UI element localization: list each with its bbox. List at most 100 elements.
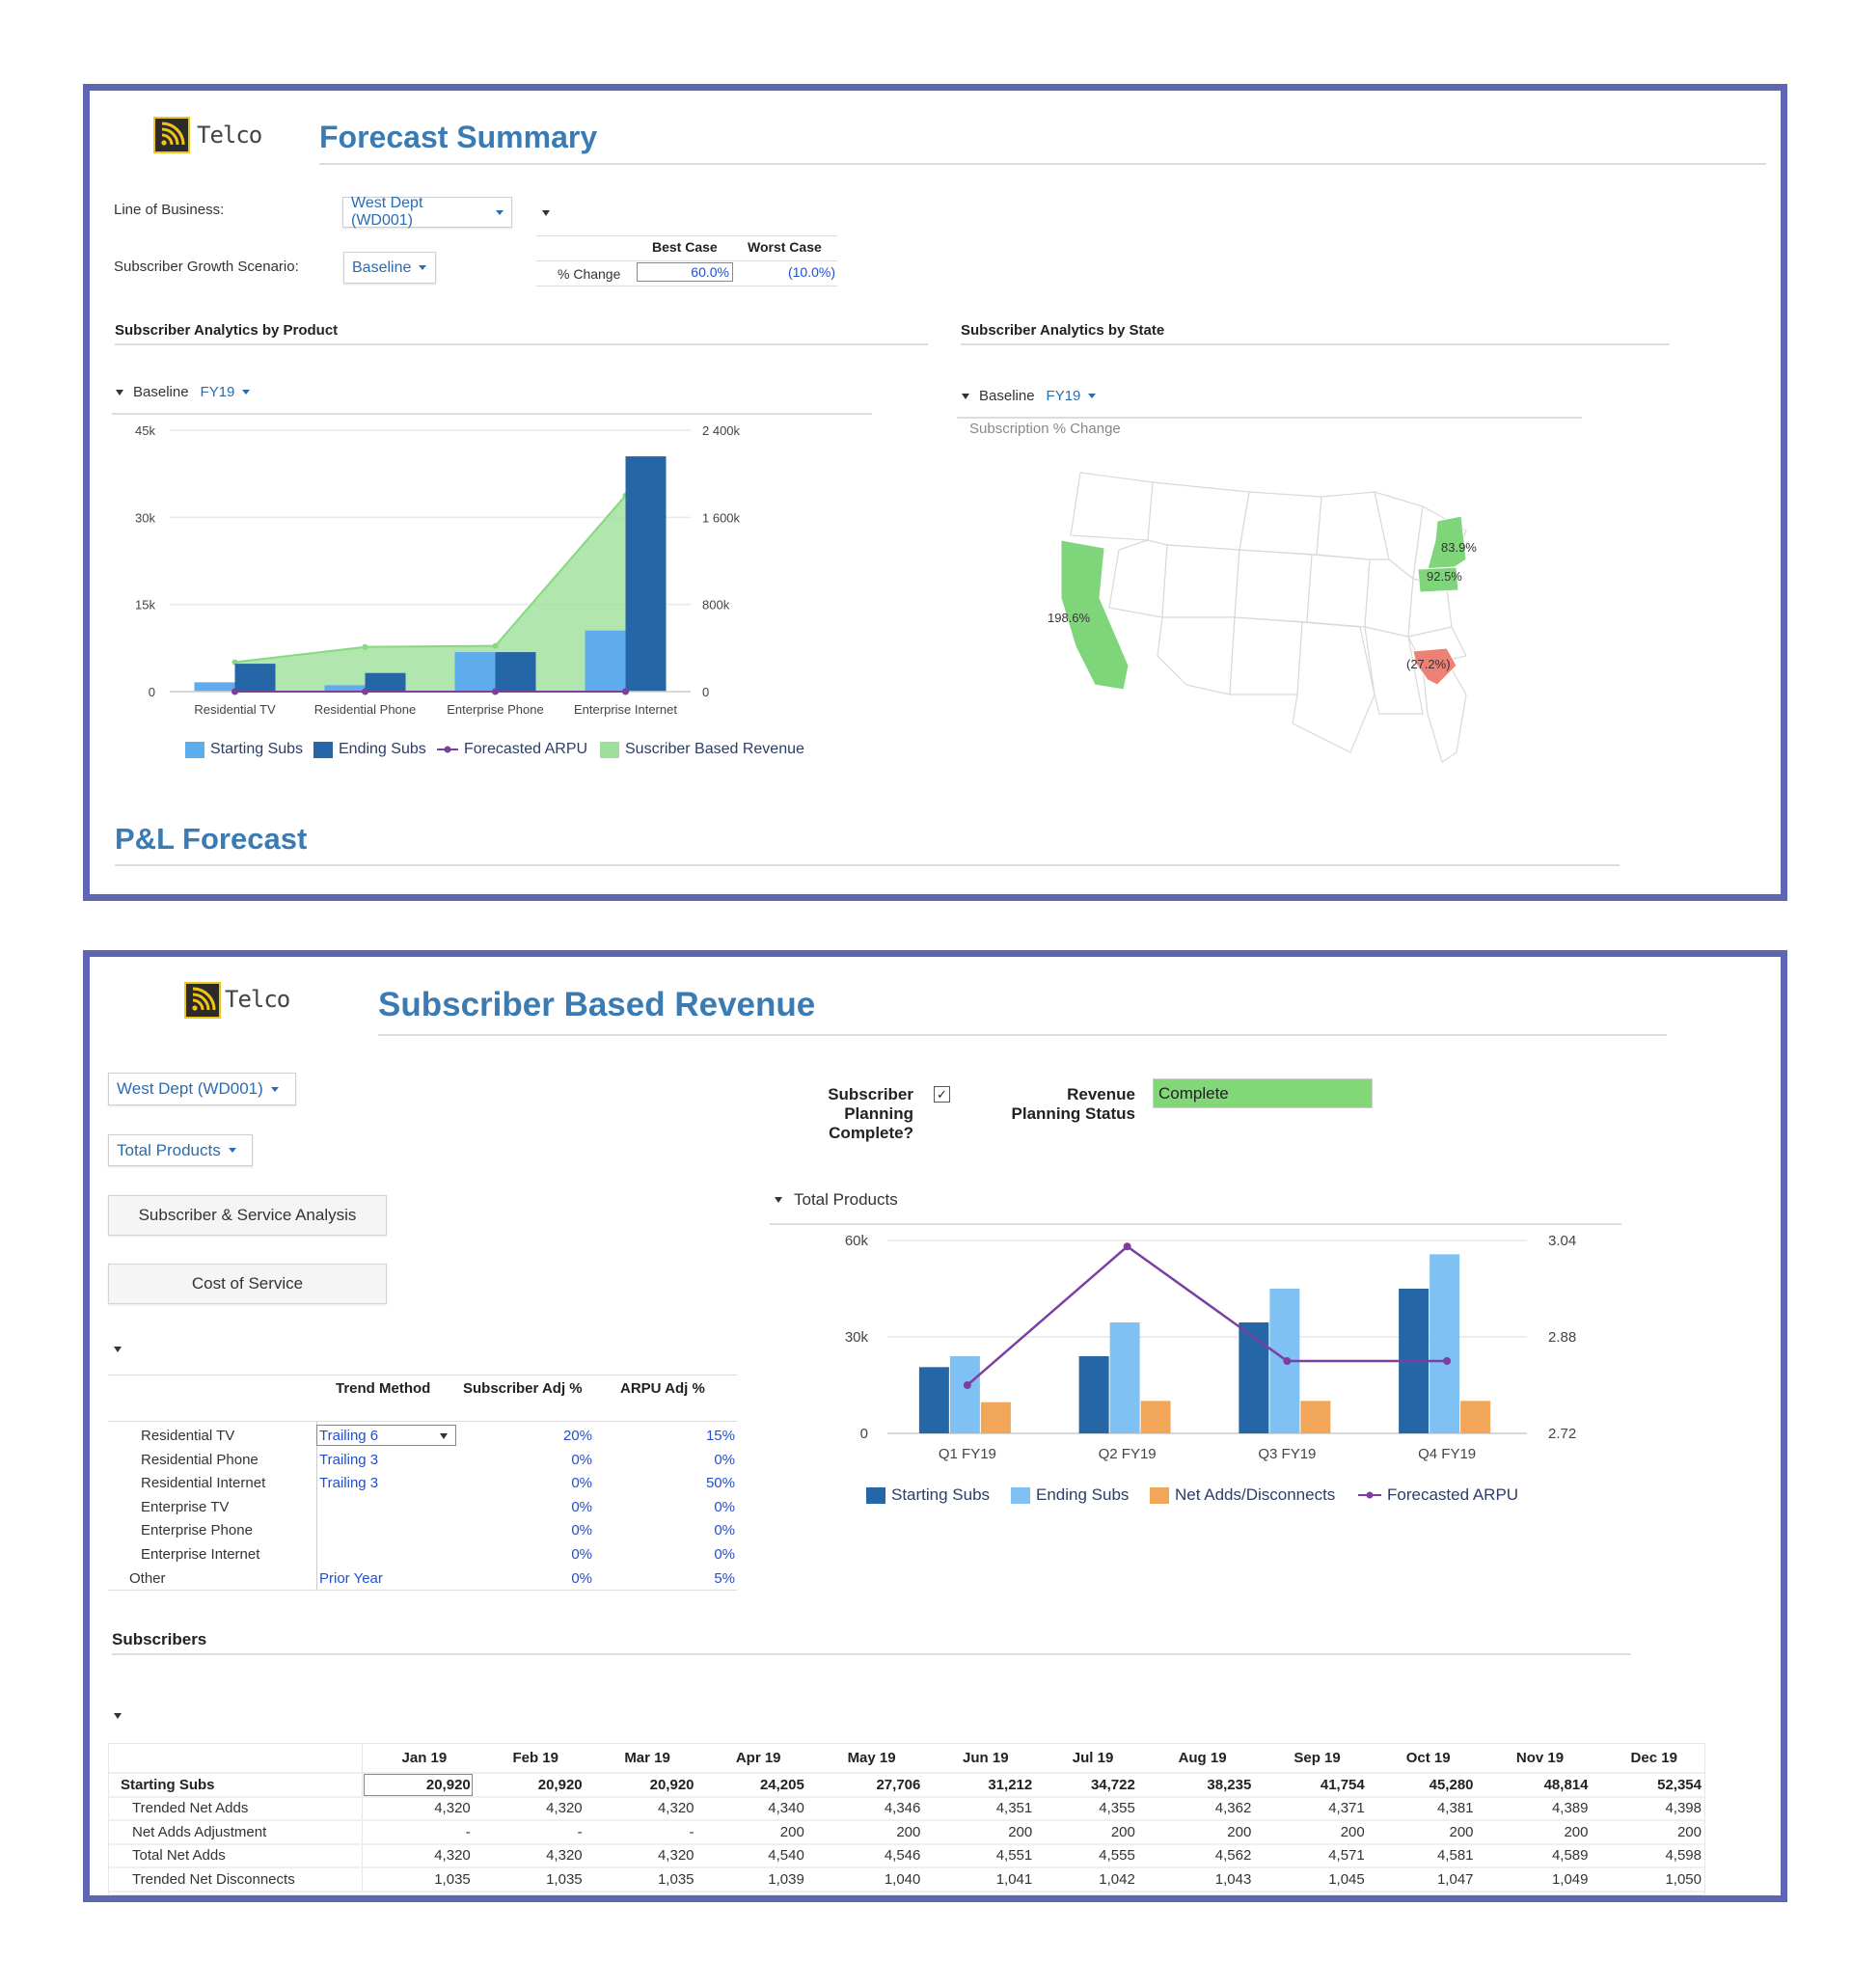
legend-item: Ending Subs	[1011, 1485, 1129, 1505]
title-divider	[378, 1034, 1667, 1036]
map-state-shape[interactable]	[1108, 539, 1168, 618]
trend-method-value[interactable]: Trailing 3	[319, 1475, 379, 1492]
arpu-adj-value[interactable]: 0%	[714, 1451, 735, 1468]
scenario-label: Baseline	[133, 384, 189, 400]
cell-value: 1,035	[585, 1867, 697, 1893]
y-right-tick-label: 2 400k	[702, 423, 741, 438]
state-pennsylvania[interactable]	[1417, 566, 1459, 593]
map-state-shape[interactable]	[1364, 626, 1424, 715]
trend-method-value[interactable]: Trailing 6	[319, 1428, 379, 1444]
trend-method-value[interactable]: Prior Year	[319, 1569, 383, 1587]
subscriber-adj-value[interactable]: 0%	[571, 1498, 592, 1515]
collapse-toggle-icon[interactable]	[116, 389, 123, 395]
collapse-toggle-icon[interactable]	[962, 393, 969, 399]
label-line: Complete?	[829, 1124, 913, 1142]
bar-ending-subs	[495, 652, 536, 692]
trend-method-dropdown[interactable]	[316, 1425, 456, 1446]
line-of-business-dropdown[interactable]: West Dept (WD001)	[342, 195, 512, 229]
arpu-adj-value[interactable]: 5%	[714, 1569, 735, 1587]
page-title: Subscriber Based Revenue	[378, 986, 816, 1023]
arpu-adj-value[interactable]: 0%	[714, 1522, 735, 1539]
collapse-toggle-icon[interactable]	[542, 210, 550, 216]
worst-case-value[interactable]: (10.0%)	[787, 264, 835, 280]
subscriber-adj-value[interactable]: 0%	[571, 1475, 592, 1492]
total-products-filter: Total Products	[775, 1190, 898, 1210]
x-tick-label: Q2 FY19	[1099, 1446, 1157, 1462]
cell-value: 4,355	[1035, 1796, 1138, 1821]
cell-value: 1,050	[1591, 1867, 1704, 1893]
cell-value: 200	[1137, 1820, 1255, 1845]
line-of-business-label: Line of Business:	[114, 202, 225, 218]
year-dropdown[interactable]: FY19	[1047, 388, 1097, 404]
subscriber-service-analysis-button[interactable]: Subscriber & Service Analysis	[108, 1195, 387, 1236]
collapse-toggle-icon[interactable]	[114, 1713, 122, 1719]
collapse-toggle-icon[interactable]	[775, 1197, 782, 1203]
legend-item: Starting Subs	[866, 1485, 990, 1505]
cell-value: 4,598	[1591, 1843, 1704, 1868]
map-state-shape[interactable]	[1070, 472, 1154, 541]
arpu-adj-value[interactable]: 0%	[714, 1546, 735, 1563]
map-state-shape[interactable]	[1147, 481, 1250, 551]
cell-value: 200	[1591, 1820, 1704, 1845]
arpu-adj-value[interactable]: 0%	[714, 1498, 735, 1515]
cell-value: 200	[1035, 1820, 1138, 1845]
legend-label: Net Adds/Disconnects	[1175, 1485, 1336, 1504]
state-south-carolina[interactable]	[1412, 647, 1457, 686]
product-dropdown[interactable]: Total Products	[108, 1134, 253, 1166]
trend-method-value[interactable]: Trailing 3	[319, 1451, 379, 1468]
map-state-shape[interactable]	[1239, 491, 1322, 556]
map-state-shape[interactable]	[1161, 544, 1240, 618]
divider	[108, 1421, 737, 1422]
cell-value[interactable]: 20,920	[362, 1773, 474, 1798]
column-header: ARPU Adj %	[620, 1380, 705, 1397]
product-name: Residential Internet	[141, 1475, 266, 1492]
map-state-shape[interactable]	[1157, 616, 1236, 695]
scenario-table: Best Case Worst Case % Change 60.0% (10.…	[536, 235, 837, 286]
map-state-shape[interactable]	[1292, 621, 1375, 753]
subscriber-adj-value[interactable]: 0%	[571, 1546, 592, 1563]
x-tick-label: Residential Phone	[314, 702, 417, 717]
year-dropdown[interactable]: FY19	[201, 384, 251, 400]
map-state-shape[interactable]	[1306, 554, 1371, 628]
subscriber-planning-label: Subscriber Planning Complete?	[791, 1085, 913, 1143]
legend-item: Forecasted ARPU	[437, 741, 587, 758]
cost-of-service-button[interactable]: Cost of Service	[108, 1264, 387, 1304]
department-dropdown[interactable]: West Dept (WD001)	[108, 1073, 296, 1105]
cell-value: 41,754	[1254, 1773, 1368, 1798]
column-header: Trend Method	[336, 1380, 431, 1397]
filter-divider	[112, 413, 872, 415]
subscriber-adj-value[interactable]: 0%	[571, 1569, 592, 1587]
bar-ending-subs	[234, 664, 276, 692]
subscriber-planning-checkbox[interactable]: ✓	[934, 1086, 950, 1103]
cell-value: 4,398	[1591, 1796, 1704, 1821]
arpu-adj-value[interactable]: 50%	[705, 1475, 735, 1492]
state-california[interactable]	[1060, 539, 1130, 691]
x-tick-label: Q3 FY19	[1258, 1446, 1316, 1462]
collapse-toggle-icon[interactable]	[114, 1347, 122, 1352]
bar-net-adds	[1460, 1401, 1491, 1433]
bar-starting-subs	[194, 682, 235, 692]
divider	[108, 1590, 737, 1591]
pct-change-label: % Change	[558, 266, 621, 282]
cell-value: 1,039	[696, 1867, 807, 1893]
trend-table-row: Other Prior Year 0% 5%	[108, 1567, 737, 1591]
map-state-shape[interactable]	[1229, 616, 1303, 695]
pl-forecast-title: P&L Forecast	[115, 822, 308, 856]
revenue-status-badge: Complete	[1153, 1078, 1373, 1108]
cell-value: 1,040	[806, 1867, 924, 1893]
growth-scenario-dropdown[interactable]: Baseline	[343, 252, 436, 284]
map-state-shape[interactable]	[1234, 549, 1313, 623]
cell-value: 4,340	[696, 1796, 807, 1821]
cell-value: 1,047	[1367, 1867, 1477, 1893]
subscriber-adj-value[interactable]: 20%	[562, 1428, 592, 1444]
subscriber-adj-value[interactable]: 0%	[571, 1522, 592, 1539]
product-name: Enterprise TV	[141, 1498, 230, 1515]
legend-label: Starting Subs	[891, 1485, 991, 1504]
best-case-input[interactable]: 60.0%	[637, 262, 733, 282]
revenue-point	[362, 643, 368, 650]
arpu-adj-value[interactable]: 15%	[705, 1428, 735, 1444]
month-header: Jan 19	[362, 1744, 474, 1774]
cell-value: 20,920	[585, 1773, 697, 1798]
subscriber-adj-value[interactable]: 0%	[571, 1451, 592, 1468]
state-label: 83.9%	[1441, 540, 1477, 555]
